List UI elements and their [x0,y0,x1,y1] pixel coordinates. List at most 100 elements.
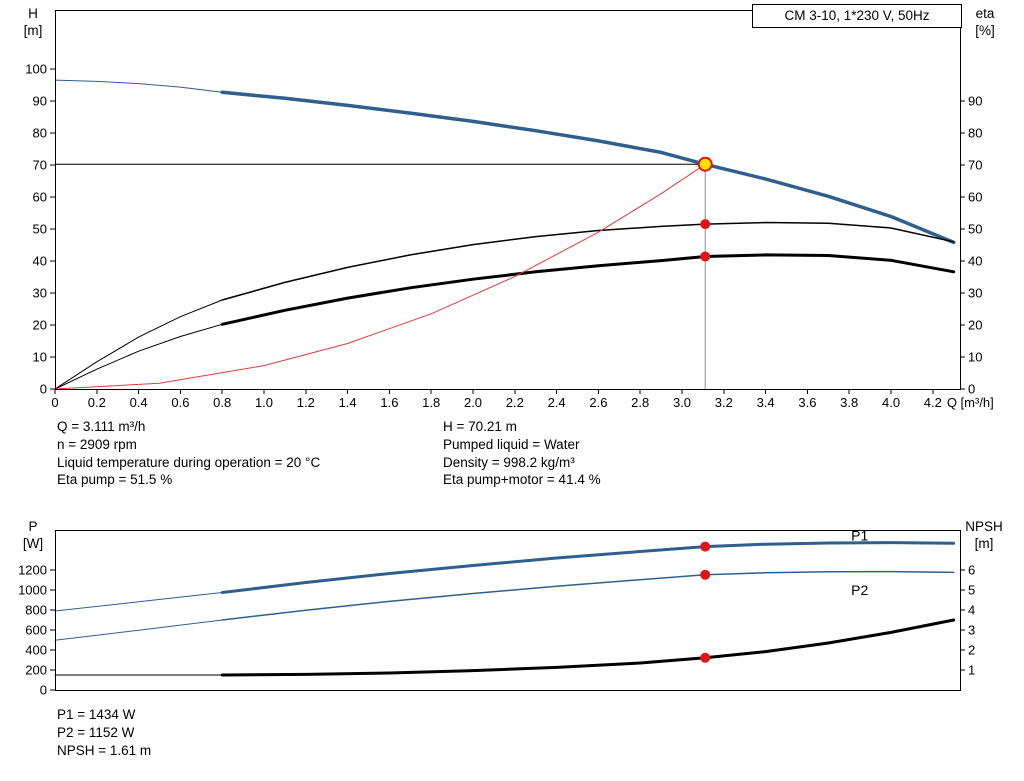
power-info-block: P1 = 1434 W P2 = 1152 W NPSH = 1.61 m [57,706,151,759]
duty-info-right: H = 70.21 m Pumped liquid = Water Densit… [443,418,601,489]
p1-value: P1 = 1434 W [57,707,136,722]
x-tick-label: 0.4 [130,395,148,410]
eta-pump-point [700,219,711,230]
eta-axis-unit: [%] [975,23,995,38]
eta-pump-extension [54,299,223,390]
x-tick-label: 1.4 [339,395,357,410]
y-left-tick-label: 0 [40,683,47,698]
y-right-tick-label: 1 [968,663,975,678]
x-tick-label: 0.8 [213,395,231,410]
x-tick-label: 0 [51,395,58,410]
y-left-tick-label: 50 [33,221,47,236]
p1-extension [54,592,223,612]
p2-value: P2 = 1152 W [57,724,135,740]
npsh-axis-unit: [m] [974,536,994,551]
x-axis-unit-label: Q [m³/h] [947,395,994,410]
chart-frame [55,530,961,691]
p1-curve [220,541,956,594]
y-left-tick-label: 30 [33,285,47,300]
h-axis-header: H [m] [14,5,52,39]
y-right-tick-label: 4 [968,603,975,618]
y-right-tick-label: 50 [968,221,982,236]
x-tick-label: 0.6 [171,395,189,410]
head-curve [220,90,956,245]
eta-pump-motor-point [700,251,711,262]
y-right-tick-label: 40 [968,253,982,268]
speed-value: n = 2909 rpm [57,436,137,452]
y-left-tick-label: 200 [25,663,47,678]
y-right-tick-label: 5 [968,583,975,598]
y-left-tick-label: 40 [33,253,47,268]
x-tick-label: 2.2 [506,395,524,410]
series-label: P2 [851,582,868,598]
h-axis-symbol: H [28,6,38,21]
eta-axis-header: eta [%] [963,5,1007,39]
y-right-tick-label: 6 [968,563,975,578]
y-left-tick-label: 400 [25,643,47,658]
y-right-tick-label: 3 [968,623,975,638]
p2-extension [54,619,223,641]
p2-curve [221,570,955,621]
eta-pump-motor-curve [220,253,956,326]
p2-point [700,569,711,580]
density-value: Density = 998.2 kg/m³ [443,454,575,470]
x-tick-label: 1.6 [380,395,398,410]
system-curve [54,163,706,390]
eta-axis-symbol: eta [975,6,995,21]
y-left-tick-label: 800 [25,603,47,618]
npsh-point [700,652,711,663]
y-right-tick-label: 90 [968,93,982,108]
y-left-tick-label: 600 [25,623,47,638]
y-left-tick-label: 70 [33,157,47,172]
npsh-curve [220,618,956,677]
y-left-tick-label: 60 [33,189,47,204]
duty-info-left: Q = 3.111 m³/h n = 2909 rpm Liquid tempe… [57,418,320,489]
x-tick-label: 3.6 [798,395,816,410]
x-tick-label: 3.0 [673,395,691,410]
x-tick-label: 2.0 [464,395,482,410]
pumped-liquid-value: Pumped liquid = Water [443,436,580,452]
npsh-axis-header: NPSH [m] [956,518,1012,552]
x-tick-label: 1.0 [255,395,273,410]
y-left-tick-label: 20 [33,317,47,332]
y-right-tick-label: 0 [968,382,975,397]
h-axis-unit: [m] [23,23,43,38]
y-left-tick-label: 80 [33,125,47,140]
npsh-value: NPSH = 1.61 m [57,742,152,758]
x-tick-label: 3.8 [840,395,858,410]
y-right-tick-label: 10 [968,349,982,364]
hq-eta-chart: 0 10 20 30 40 50 60 70 80 90 100 0 10 20 30 40 50 60 70 80 9… [25,10,994,410]
x-tick-label: 4.2 [924,395,942,410]
p-axis-header: P [W] [14,518,52,552]
npsh-axis-symbol: NPSH [965,519,1003,534]
eta-pump-motor-extension [54,323,223,390]
x-tick-label: 1.2 [297,395,315,410]
power-npsh-chart: 0 200 400 600 800 1000 1200 1 2 3 4 5 6 P1 P2 [18,528,975,698]
head-value: H = 70.21 m [443,419,517,434]
x-tick-label: 1.8 [422,395,440,410]
liquid-temperature-value: Liquid temperature during operation = 20… [57,454,321,470]
head-curve-extension [54,79,223,93]
y-right-tick-label: 30 [968,285,982,300]
x-tick-label: 4.0 [882,395,900,410]
y-left-tick-label: 100 [25,61,47,76]
p-axis-unit: [W] [22,536,44,551]
duty-point [697,156,713,172]
y-right-tick-label: 60 [968,189,982,204]
series-label: P1 [851,528,868,544]
eta-pump-value: Eta pump = 51.5 % [57,472,173,488]
x-tick-label: 3.4 [757,395,775,410]
eta-pump-motor-value: Eta pump+motor = 41.4 % [443,472,601,488]
x-tick-label: 3.2 [715,395,733,410]
x-tick-label: 2.8 [631,395,649,410]
x-tick-label: 2.6 [589,395,607,410]
y-left-tick-label: 0 [40,382,47,397]
y-left-tick-label: 90 [33,93,47,108]
x-tick-label: 2.4 [548,395,566,410]
p1-point [700,541,711,552]
y-right-tick-label: 80 [968,125,982,140]
pump-model-title: CM 3-10, 1*230 V, 50Hz [752,4,962,28]
y-left-tick-label: 1200 [18,563,47,578]
y-right-tick-label: 70 [968,157,982,172]
